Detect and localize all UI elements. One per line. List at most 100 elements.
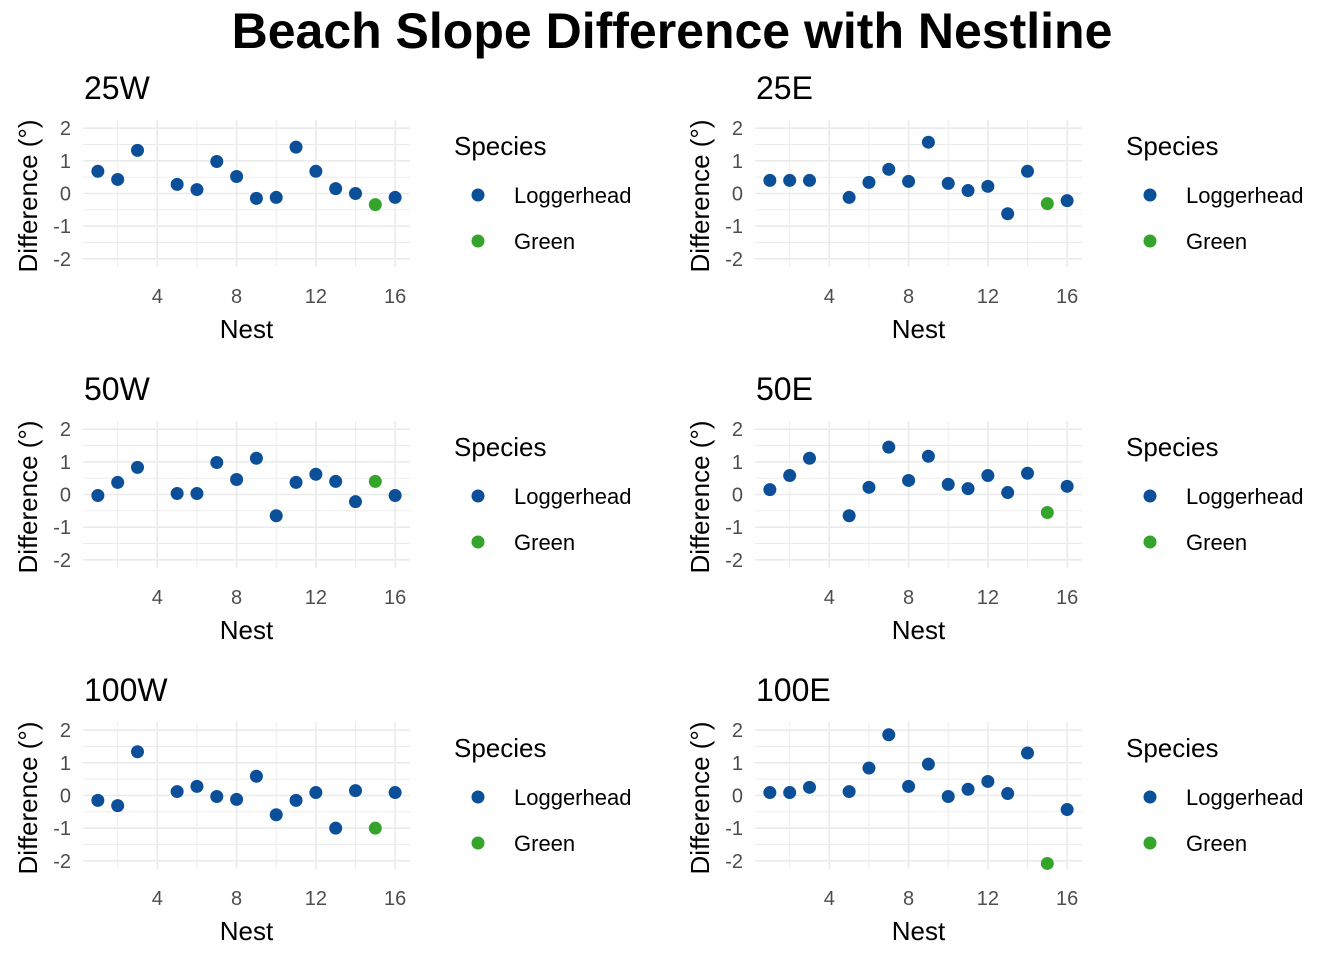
x-tick-label: 8 <box>903 888 914 910</box>
data-point <box>210 455 224 469</box>
data-point <box>1060 479 1074 493</box>
data-point <box>91 488 105 502</box>
data-point <box>961 184 975 198</box>
legend-label: Green <box>1186 530 1247 555</box>
data-point <box>388 190 402 204</box>
panel-title: 25W <box>84 70 151 106</box>
data-point <box>388 488 402 502</box>
y-tick-label: 2 <box>60 720 71 742</box>
data-point <box>1001 787 1015 801</box>
data-point <box>763 483 777 497</box>
data-point <box>111 475 125 489</box>
x-axis-label: Nest <box>220 314 274 344</box>
x-tick-label: 8 <box>231 587 242 609</box>
x-tick-label: 12 <box>305 888 327 910</box>
data-point <box>763 173 777 187</box>
x-axis-label: Nest <box>892 916 946 946</box>
legend-key-green <box>1143 836 1157 850</box>
data-point <box>289 475 303 489</box>
data-point <box>981 179 995 193</box>
data-point <box>1060 803 1074 817</box>
y-tick-label: 1 <box>60 151 71 173</box>
data-point <box>803 780 816 794</box>
y-tick-label: -1 <box>53 818 71 840</box>
legend-key-loggerhead <box>471 790 485 804</box>
x-tick-label: 12 <box>977 888 999 910</box>
legend-label: Green <box>514 229 575 254</box>
data-point <box>1040 856 1054 870</box>
x-tick-label: 12 <box>305 286 327 308</box>
data-point <box>349 495 362 509</box>
legend-label: Loggerhead <box>1186 183 1303 208</box>
x-tick-label: 4 <box>152 587 163 609</box>
x-tick-label: 4 <box>824 888 835 910</box>
data-point <box>921 757 935 771</box>
x-tick-label: 4 <box>152 286 163 308</box>
data-point <box>349 784 362 798</box>
y-tick-label: -1 <box>53 517 71 539</box>
data-point <box>131 460 144 474</box>
y-tick-label: 0 <box>732 786 743 808</box>
legend-title: Species <box>1126 432 1219 462</box>
y-tick-label: -1 <box>725 517 743 539</box>
y-tick-label: 0 <box>732 184 743 206</box>
y-tick-label: 2 <box>732 118 743 140</box>
x-tick-label: 4 <box>824 286 835 308</box>
legend-label: Loggerhead <box>1186 484 1303 509</box>
x-tick-label: 8 <box>903 587 914 609</box>
data-point <box>862 175 876 189</box>
data-point <box>91 164 105 178</box>
data-point <box>368 821 382 835</box>
data-point <box>862 761 876 775</box>
data-point <box>842 785 856 799</box>
data-point <box>1021 466 1034 480</box>
data-point <box>190 779 204 793</box>
x-tick-label: 4 <box>152 888 163 910</box>
y-tick-label: 1 <box>732 753 743 775</box>
x-tick-label: 12 <box>977 587 999 609</box>
y-tick-label: 0 <box>60 786 71 808</box>
data-point <box>803 451 816 465</box>
data-point <box>249 451 263 465</box>
legend-title: Species <box>454 131 547 161</box>
data-point <box>170 785 184 799</box>
data-point <box>803 173 816 187</box>
y-tick-label: 2 <box>60 118 71 140</box>
data-point <box>309 164 323 178</box>
data-point <box>131 745 144 759</box>
x-tick-label: 16 <box>384 888 406 910</box>
legend-label: Green <box>1186 831 1247 856</box>
x-tick-label: 16 <box>1056 587 1078 609</box>
legend-label: Loggerhead <box>1186 785 1303 810</box>
legend-key-green <box>471 836 485 850</box>
data-point <box>941 789 955 803</box>
y-tick-label: 0 <box>732 485 743 507</box>
y-axis-label: Difference (°) <box>13 420 43 573</box>
data-point <box>329 182 343 196</box>
data-point <box>190 183 204 197</box>
data-point <box>842 509 856 523</box>
data-point <box>902 779 916 793</box>
y-tick-label: 1 <box>732 151 743 173</box>
y-axis-label: Difference (°) <box>685 420 715 573</box>
legend-key-loggerhead <box>1143 188 1157 202</box>
legend-key-green <box>1143 234 1157 248</box>
panel-title: 25E <box>756 70 813 106</box>
panel-title: 50E <box>756 371 813 407</box>
x-tick-label: 12 <box>305 587 327 609</box>
data-point <box>190 487 204 501</box>
data-point <box>230 792 244 806</box>
legend-key-loggerhead <box>471 188 485 202</box>
data-point <box>981 469 995 483</box>
data-point <box>388 786 402 800</box>
data-point <box>170 177 184 191</box>
legend-key-green <box>1143 535 1157 549</box>
data-point <box>269 808 283 822</box>
data-point <box>368 474 382 488</box>
legend-label: Loggerhead <box>514 785 631 810</box>
data-point <box>329 821 343 835</box>
data-point <box>882 162 896 176</box>
data-point <box>111 172 125 186</box>
y-axis-label: Difference (°) <box>13 721 43 874</box>
data-point <box>210 154 224 168</box>
